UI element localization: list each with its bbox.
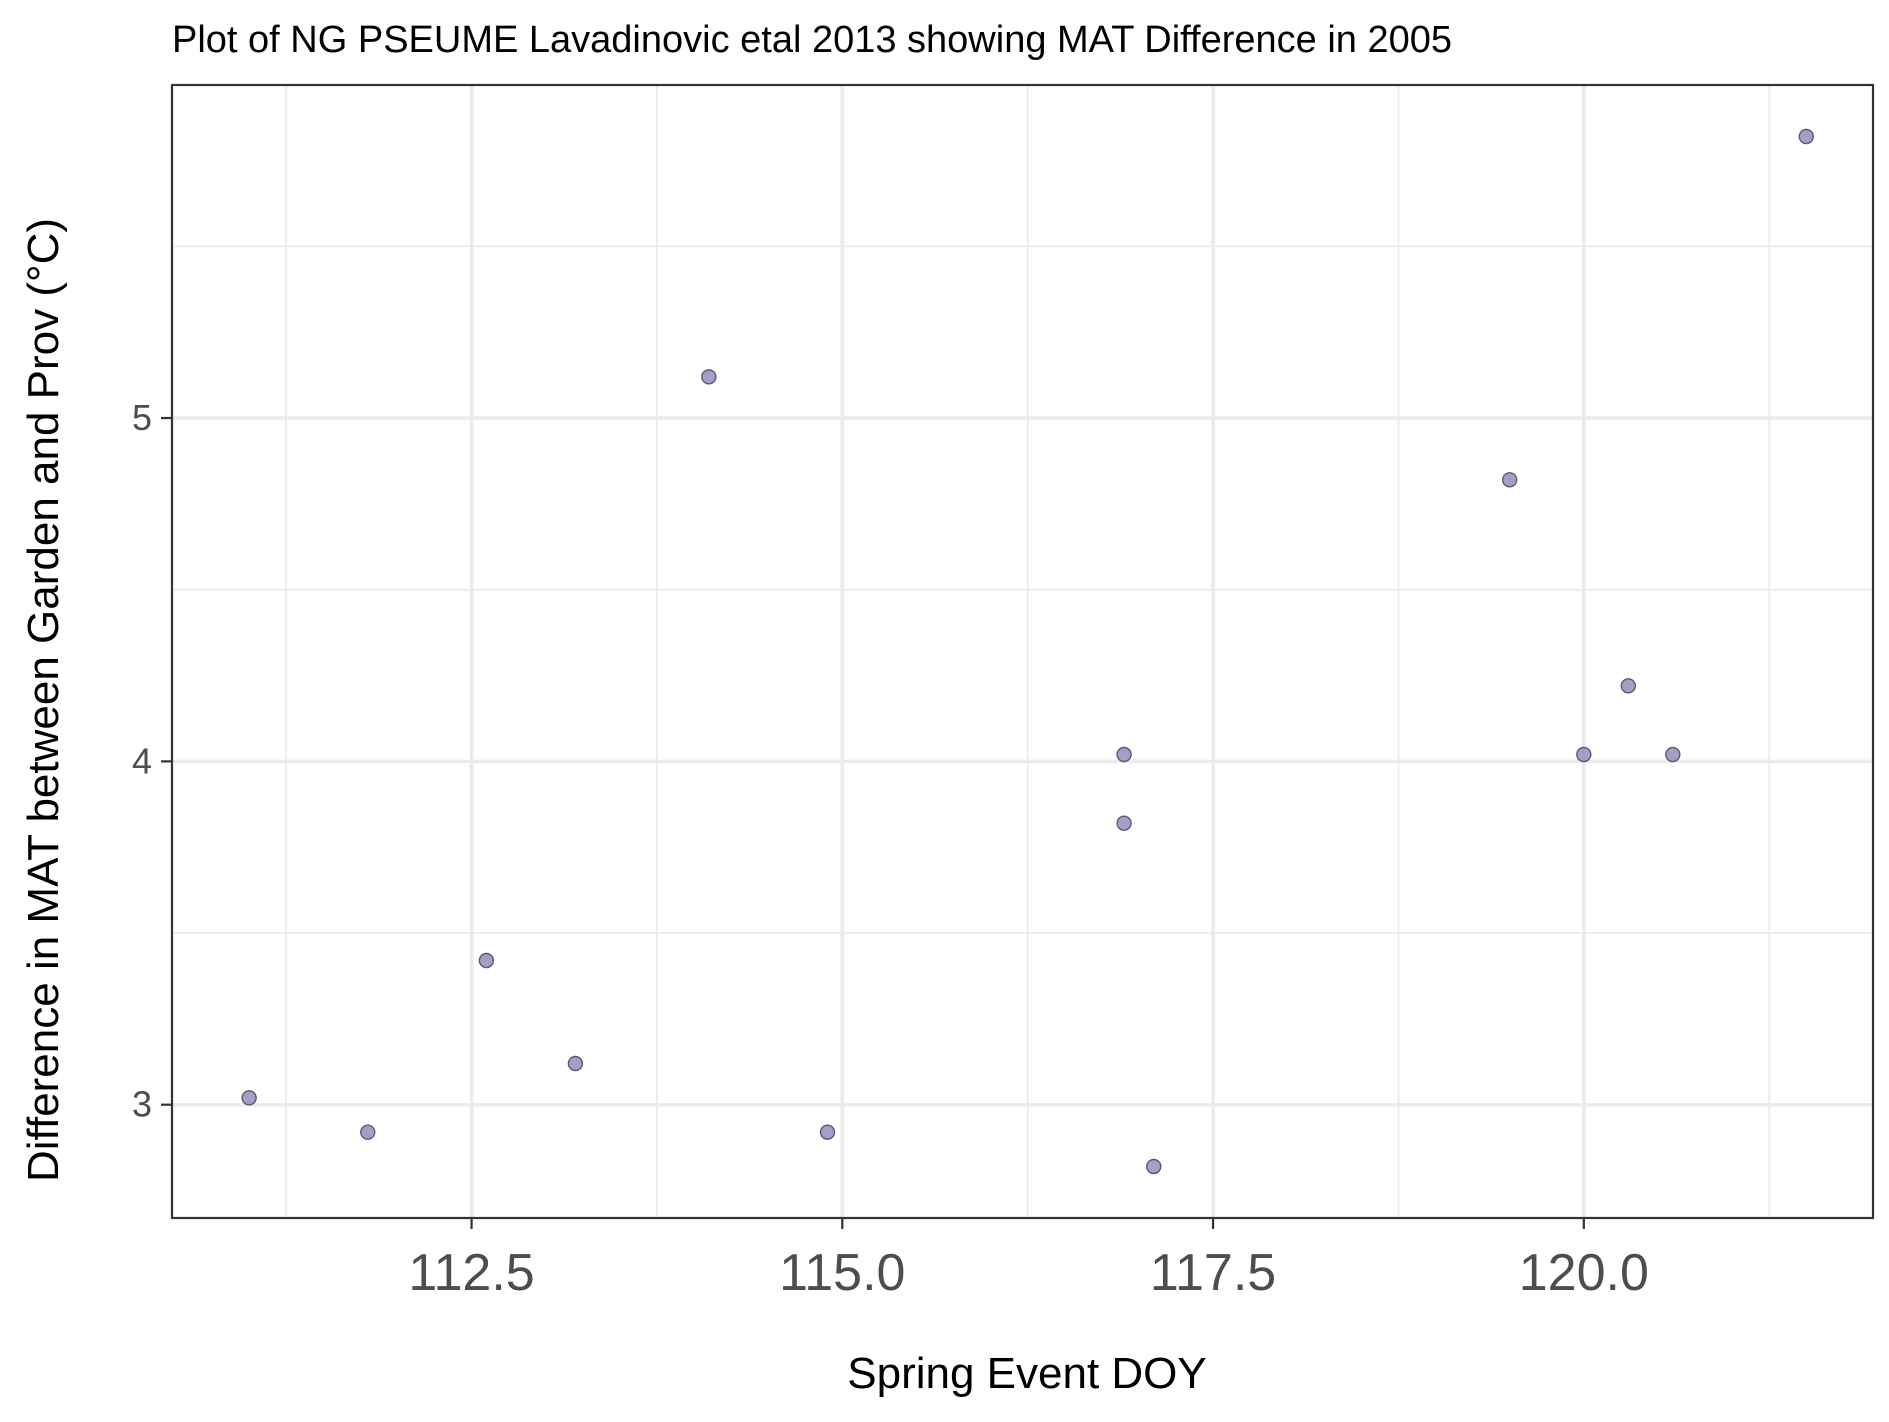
data-point <box>241 1090 257 1106</box>
data-point <box>1146 1158 1162 1175</box>
plot-panel-border <box>170 83 1875 1220</box>
data-points <box>241 128 1814 1175</box>
x-axis-title: Spring Event DOY <box>847 1349 1207 1398</box>
y-tick-label: 3 <box>132 1084 152 1125</box>
y-tick-label: 4 <box>132 740 152 781</box>
x-tick-label: 117.5 <box>1150 1244 1276 1302</box>
y-tick-label: 5 <box>132 397 152 438</box>
data-point <box>1620 678 1637 694</box>
y-axis: 3 4 5 <box>132 397 172 1125</box>
x-tick-label: 115.0 <box>779 1244 905 1302</box>
chart-title: Plot of NG PSEUME Lavadinovic etal 2013 … <box>172 19 1452 61</box>
data-point <box>1665 746 1681 763</box>
x-axis: 112.5 115.0 117.5 120.0 <box>408 1218 1649 1302</box>
x-tick-label: 112.5 <box>408 1244 534 1302</box>
data-point <box>1116 815 1132 831</box>
data-point <box>360 1124 376 1140</box>
y-axis-title: Difference in MAT between Garden and Pro… <box>19 218 68 1182</box>
data-point <box>701 369 717 385</box>
data-point <box>1501 472 1518 488</box>
x-tick-label: 120.0 <box>1519 1244 1649 1302</box>
data-point <box>478 952 495 969</box>
data-point <box>1116 746 1132 763</box>
data-point <box>1798 128 1814 145</box>
grid-lines <box>172 85 1873 1218</box>
data-point <box>819 1124 836 1140</box>
data-point <box>567 1055 584 1072</box>
data-point <box>1576 746 1592 763</box>
